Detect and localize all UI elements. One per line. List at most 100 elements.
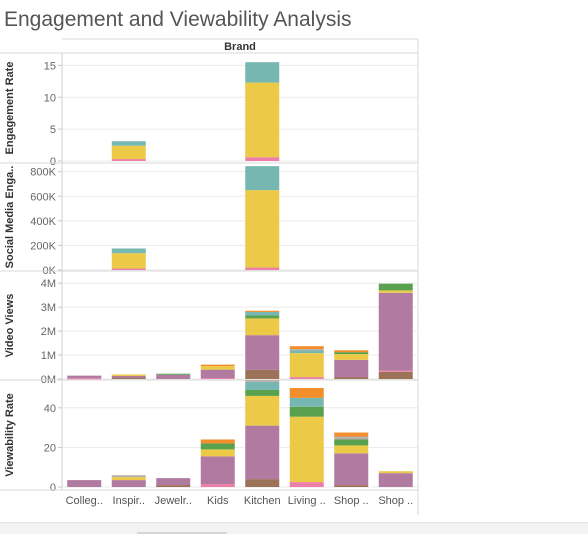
bar-segment-orange — [334, 432, 369, 437]
bar-segment-orange — [200, 364, 235, 367]
horizontal-scrollbar[interactable] — [0, 522, 588, 534]
bar-segment-purple — [67, 480, 102, 488]
x-tick-label: Inspir.. — [113, 495, 145, 507]
bar-segment-purple — [200, 456, 235, 485]
y-tick-label: 15 — [44, 60, 56, 72]
bar-segment-purple — [245, 425, 280, 480]
bar-segment-orange — [289, 346, 324, 350]
y-tick-label: 200K — [30, 240, 56, 252]
bar-segment-brown — [156, 485, 191, 488]
bar-segment-pink — [378, 370, 413, 372]
bar-segment-brown — [111, 377, 146, 379]
y-tick-label: 2M — [41, 326, 56, 338]
bar-segment-teal — [289, 397, 324, 407]
bar-segment-teal — [289, 350, 324, 354]
bar-segment-yellow — [378, 471, 413, 474]
bar-segment-green — [156, 373, 191, 375]
row-label: Social Media Enga.. — [4, 166, 16, 269]
bar-segment-gray — [111, 475, 146, 478]
bar-segment-yellow — [245, 190, 280, 268]
y-tick-label: 0 — [50, 482, 56, 494]
x-tick-label: Jewelr.. — [155, 495, 192, 507]
bar-segment-gray — [334, 436, 369, 440]
row-label: Video Views — [4, 294, 16, 358]
column-header-brand: Brand — [224, 41, 256, 53]
bar-segment-pink — [200, 484, 235, 488]
y-tick-label: 4M — [41, 278, 56, 290]
bar-segment-pink — [67, 378, 102, 380]
bar-segment-brown — [334, 485, 369, 488]
bar-segment-green — [245, 315, 280, 319]
row-label: Viewability Rate — [4, 393, 16, 477]
x-tick-label: Kids — [207, 495, 229, 507]
y-tick-label: 400K — [30, 216, 56, 228]
bar-segment-purple — [334, 453, 369, 486]
bar-segment-yellow — [289, 416, 324, 483]
bar-segment-brown — [378, 371, 413, 379]
bar-segment-pink — [289, 377, 324, 379]
bar-segment-yellow — [200, 449, 235, 457]
y-tick-label: 3M — [41, 302, 56, 314]
bar-segment-yellow — [334, 354, 369, 360]
bar-segment-teal — [245, 62, 280, 83]
bar-segment-pink — [245, 157, 280, 161]
bar-segment-yellow — [378, 290, 413, 293]
bar-segment-brown — [245, 369, 280, 379]
bar-segment-yellow — [245, 395, 280, 426]
bar-segment-green — [334, 352, 369, 355]
bar-segment-purple — [334, 359, 369, 378]
y-tick-label: 5 — [50, 124, 56, 136]
bar-segment-pink — [111, 159, 146, 161]
x-tick-label: Colleg.. — [66, 495, 103, 507]
column-header-bg — [62, 39, 418, 53]
row-label: Engagement Rate — [4, 62, 16, 155]
bar-segment-green — [378, 283, 413, 291]
y-tick-label: 600K — [30, 191, 56, 203]
chart-title: Engagement and Viewability Analysis — [4, 8, 352, 31]
bar-segment-gray — [245, 380, 280, 383]
bar-segment-yellow — [289, 353, 324, 378]
bar-segment-purple — [378, 292, 413, 371]
bar-segment-teal — [245, 382, 280, 390]
y-tick-label: 40 — [44, 403, 56, 415]
bar-segment-purple — [378, 473, 413, 488]
x-tick-label: Kitchen — [244, 495, 281, 507]
bar-segment-teal — [111, 248, 146, 254]
y-tick-label: 20 — [44, 442, 56, 454]
x-tick-label: Shop .. — [334, 495, 369, 507]
bar-segment-orange — [289, 387, 324, 398]
y-tick-label: 0 — [50, 156, 56, 168]
y-tick-label: 800K — [30, 167, 56, 179]
x-tick-label: Living .. — [288, 495, 326, 507]
x-tick-label: Shop .. — [378, 495, 413, 507]
bar-segment-green — [245, 389, 280, 396]
y-tick-label: 1M — [41, 350, 56, 362]
bar-segment-purple — [111, 375, 146, 378]
bar-segment-yellow — [111, 477, 146, 481]
bar-segment-brown — [334, 377, 369, 379]
bar-segment-pink — [245, 267, 280, 270]
bar-segment-pink — [289, 482, 324, 488]
bar-segment-green — [200, 443, 235, 450]
bar-segment-green — [334, 439, 369, 446]
bar-segment-purple — [200, 369, 235, 379]
bar-segment-purple — [156, 374, 191, 379]
bar-segment-yellow — [334, 445, 369, 454]
bar-segment-pink — [111, 268, 146, 270]
bar-segment-green — [289, 406, 324, 417]
bar-segment-yellow — [111, 145, 146, 160]
bar-segment-brown — [245, 479, 280, 488]
bar-segment-gray — [289, 349, 324, 351]
bar-segment-orange — [245, 310, 280, 312]
bar-segment-yellow — [200, 366, 235, 370]
bar-segment-purple — [245, 335, 280, 370]
bar-segment-orange — [334, 350, 369, 353]
bar-segment-yellow — [111, 374, 146, 376]
bar-segment-teal — [245, 166, 280, 191]
bar-segment-yellow — [245, 318, 280, 336]
bar-segment-yellow — [245, 82, 280, 158]
bar-segment-yellow — [111, 253, 146, 269]
y-tick-label: 10 — [44, 92, 56, 104]
bar-segment-purple — [111, 480, 146, 488]
